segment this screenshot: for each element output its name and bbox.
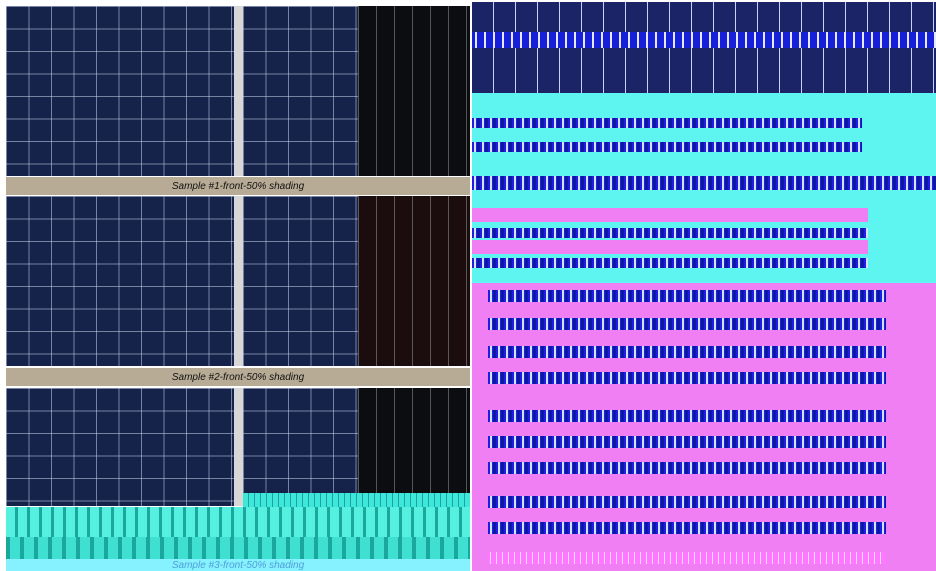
corrupted-magenta-strip-1: [472, 208, 868, 222]
sample1-panel-gap: [234, 6, 243, 176]
sample3-corrupted-band-2: [6, 507, 470, 537]
corrupted-row-14: [488, 522, 886, 534]
sample2-shading-area: [358, 196, 470, 366]
sample1-panel-right: [243, 6, 358, 176]
sample1-shading-area: [358, 6, 470, 176]
sample1-caption: Sample #1-front-50% shading: [6, 177, 470, 195]
corrupted-row-1: [472, 118, 862, 128]
corrupted-dark-top: [472, 2, 936, 32]
corrupted-row-7: [488, 318, 886, 330]
sample3-panel-right: [243, 388, 358, 493]
sample3-caption: Sample #3-front-50% shading: [6, 559, 470, 571]
sample2-panel-left: [6, 196, 234, 366]
corrupted-row-8: [488, 346, 886, 358]
corrupted-row-4: [472, 228, 868, 238]
sample2-panel-right: [243, 196, 358, 366]
sample3-corrupted-band-1: [243, 493, 470, 507]
corrupted-row-11: [488, 436, 886, 448]
sample1-panel-left: [6, 6, 234, 176]
corrupted-row-15: [488, 552, 886, 564]
corrupted-blue-band-1: [472, 32, 936, 48]
corrupted-row-2: [472, 142, 862, 152]
corrupted-dark-mid: [472, 48, 936, 93]
sample2-caption-text: Sample #2-front-50% shading: [171, 371, 305, 383]
sample3-corrupted-band-3: [6, 537, 470, 559]
sample2-panel-gap: [234, 196, 243, 366]
sample2-caption: Sample #2-front-50% shading: [6, 368, 470, 386]
sample3-panel-gap: [234, 388, 243, 506]
corrupted-magenta-strip-2: [472, 240, 868, 254]
sample1-caption-text: Sample #1-front-50% shading: [171, 180, 305, 192]
sample3-panel-left: [6, 388, 234, 506]
sample3-shading-area: [358, 388, 470, 493]
corrupted-row-12: [488, 462, 886, 474]
corrupted-row-3: [472, 176, 936, 190]
sample3-caption-text: Sample #3-front-50% shading: [171, 559, 305, 571]
corrupted-row-9: [488, 372, 886, 384]
corrupted-row-13: [488, 496, 886, 508]
corrupted-row-5: [472, 258, 868, 268]
corrupted-row-6: [488, 290, 886, 302]
corrupted-row-10: [488, 410, 886, 422]
